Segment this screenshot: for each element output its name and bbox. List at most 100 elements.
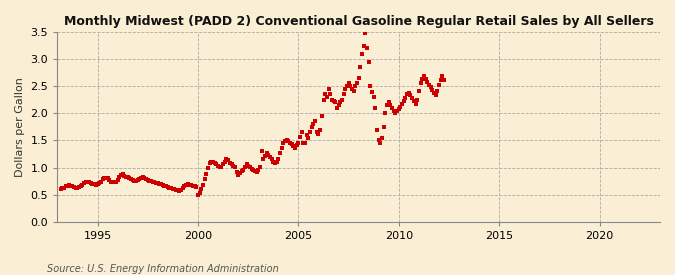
Point: [435, 78, 446, 82]
Point: [186, 183, 196, 188]
Point: [276, 146, 287, 150]
Point: [137, 175, 148, 180]
Point: [407, 96, 418, 100]
Point: [169, 187, 180, 191]
Point: [144, 178, 155, 183]
Point: [288, 144, 299, 148]
Point: [425, 85, 436, 89]
Point: [104, 178, 115, 182]
Point: [136, 176, 146, 181]
Point: [192, 192, 203, 197]
Point: [424, 82, 435, 87]
Point: [82, 179, 93, 184]
Point: [211, 162, 222, 166]
Point: [149, 180, 160, 184]
Point: [268, 159, 279, 164]
Point: [365, 84, 376, 88]
Point: [261, 151, 272, 156]
Point: [124, 176, 134, 181]
Point: [335, 100, 346, 104]
Point: [254, 165, 265, 169]
Point: [390, 111, 401, 116]
Point: [398, 99, 409, 104]
Point: [388, 108, 399, 113]
Point: [241, 162, 252, 166]
Point: [63, 183, 74, 188]
Point: [94, 181, 105, 185]
Point: [318, 98, 329, 102]
Point: [278, 140, 289, 145]
Point: [394, 107, 404, 111]
Point: [80, 179, 91, 184]
Point: [174, 189, 185, 193]
Point: [191, 185, 202, 189]
Point: [238, 167, 248, 172]
Point: [259, 154, 270, 158]
Point: [96, 179, 107, 184]
Point: [358, 43, 369, 48]
Point: [166, 186, 177, 190]
Point: [176, 188, 187, 192]
Point: [184, 183, 195, 187]
Text: Source: U.S. Energy Information Administration: Source: U.S. Energy Information Administ…: [47, 264, 279, 274]
Point: [429, 90, 439, 95]
Point: [142, 178, 153, 182]
Point: [97, 177, 108, 181]
Point: [140, 177, 151, 181]
Point: [188, 184, 198, 188]
Point: [209, 160, 220, 165]
Point: [109, 180, 119, 184]
Point: [283, 139, 294, 143]
Point: [240, 165, 250, 169]
Point: [205, 161, 215, 165]
Point: [321, 95, 332, 99]
Point: [219, 159, 230, 164]
Point: [308, 122, 319, 126]
Point: [415, 81, 426, 86]
Point: [248, 168, 259, 172]
Point: [375, 141, 386, 145]
Point: [70, 185, 81, 190]
Point: [337, 98, 348, 102]
Point: [236, 169, 247, 174]
Point: [265, 155, 275, 160]
Point: [296, 130, 307, 134]
Point: [306, 125, 317, 129]
Point: [72, 185, 83, 190]
Point: [139, 176, 150, 180]
Point: [325, 92, 335, 97]
Point: [244, 165, 255, 169]
Point: [199, 177, 210, 182]
Point: [355, 65, 366, 69]
Point: [323, 87, 334, 91]
Point: [217, 162, 228, 166]
Point: [90, 183, 101, 187]
Point: [99, 176, 109, 181]
Point: [353, 76, 364, 80]
Point: [380, 111, 391, 116]
Point: [292, 143, 302, 147]
Point: [132, 178, 143, 182]
Point: [128, 178, 138, 182]
Point: [367, 89, 377, 94]
Point: [87, 182, 98, 186]
Point: [171, 188, 182, 192]
Point: [173, 188, 184, 192]
Point: [290, 146, 300, 150]
Point: [422, 80, 433, 84]
Point: [131, 178, 142, 183]
Point: [101, 176, 111, 180]
Point: [439, 78, 450, 82]
Point: [300, 141, 310, 145]
Point: [397, 101, 408, 106]
Point: [340, 87, 350, 91]
Point: [159, 184, 170, 188]
Point: [320, 92, 331, 97]
Point: [342, 84, 352, 88]
Point: [372, 127, 383, 132]
Point: [206, 160, 217, 164]
Point: [157, 183, 168, 187]
Point: [221, 157, 232, 161]
Point: [201, 172, 212, 176]
Point: [88, 182, 99, 186]
